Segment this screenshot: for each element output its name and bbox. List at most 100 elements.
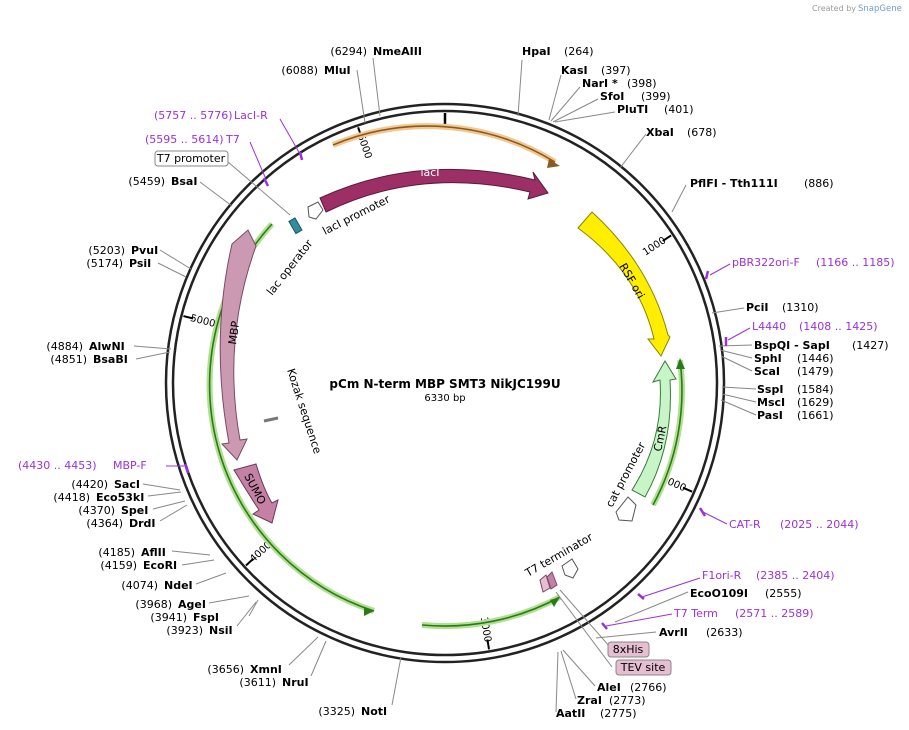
primer-cat-r-name[interactable]: CAT-R: [729, 518, 761, 531]
tev-site-box[interactable]: TEV site: [615, 659, 672, 676]
t7-leader: [249, 141, 266, 178]
t7-term-mark: [601, 622, 608, 630]
site-sfoi-name[interactable]: SfoI: [600, 90, 624, 103]
laci-feature[interactable]: [319, 168, 549, 213]
primer-t7-term-range: (2571 .. 2589): [735, 607, 814, 620]
site-pvui-name[interactable]: PvuI: [131, 244, 158, 257]
site-pcii-pos: (1310): [782, 301, 819, 314]
primer-mbp-f-range: (4430 .. 4453): [18, 459, 97, 472]
site-pluti-name[interactable]: PluTI: [617, 103, 648, 116]
sumo-feature[interactable]: [233, 463, 279, 524]
tev-site-leader: [555, 591, 613, 668]
mbp-orf-arrowhead: [364, 607, 374, 616]
cmr-feature[interactable]: [631, 360, 677, 498]
site-kasi-pos: (397): [601, 64, 631, 77]
site-bspqi-pos: (1427): [852, 339, 889, 352]
site-bsai-name[interactable]: BsaI: [171, 175, 197, 188]
site-hpai-name[interactable]: HpaI: [522, 45, 551, 58]
cat-promoter-arrow: [615, 496, 637, 522]
tick-label-1000: 1000: [641, 235, 668, 258]
cmr-label: CmR: [651, 424, 669, 453]
site-zrai-name[interactable]: ZraI: [577, 694, 602, 707]
f1ori-r-mark: [637, 593, 645, 600]
primer-t7-term-name[interactable]: T7 Term: [673, 607, 718, 620]
site-pflfi-name[interactable]: PflFI - Tth111I: [690, 177, 778, 190]
cmr-orf-line: [652, 359, 683, 506]
site-nrui-name[interactable]: NruI: [282, 676, 309, 689]
site-aflii-name[interactable]: AflII: [141, 546, 166, 559]
laci-orf-arrowhead: [547, 159, 560, 168]
site-labels: HpaI (264) KasI (397) NarI * (398) SfoI …: [46, 45, 888, 720]
site-pflfi-pos: (886): [804, 177, 834, 190]
site-aatii-name[interactable]: AatII: [556, 707, 585, 720]
primer-laci-r-range: (5757 .. 5776): [154, 109, 233, 122]
rsf-ori-feature[interactable]: [577, 211, 671, 357]
site-xmni-pos: (3656): [207, 663, 244, 676]
site-ecori-name[interactable]: EcoRI: [143, 559, 177, 572]
8xhis-leader: [559, 589, 611, 648]
site-eco0109i-name[interactable]: EcoO109I: [690, 587, 748, 600]
snapgene-logo: SnapGene: [858, 4, 902, 14]
site-alwni-pos: (4884): [46, 340, 83, 353]
site-pasi-name[interactable]: PasI: [757, 409, 783, 422]
site-noti-pos: (3325): [318, 705, 355, 718]
site-eco53ki-pos: (4418): [53, 491, 90, 504]
primer-laci-r-name[interactable]: LacI-R: [234, 109, 268, 122]
site-drdi-pos: (4364): [86, 517, 123, 530]
site-scai-name[interactable]: ScaI: [754, 365, 780, 378]
site-ndei-name[interactable]: NdeI: [164, 579, 193, 592]
site-bspqi-name[interactable]: BspQI - SapI: [754, 339, 830, 352]
site-noti-name[interactable]: NotI: [361, 705, 387, 718]
site-avrii-name[interactable]: AvrII: [659, 626, 688, 639]
backbone-inner-ring: [171, 109, 719, 657]
primer-l4440-range: (1408 .. 1425): [799, 320, 878, 333]
primer-markers: [166, 118, 751, 630]
tev-site-text: TEV site: [620, 661, 666, 674]
site-kasi-name[interactable]: KasI: [561, 64, 588, 77]
site-sspi-name[interactable]: SspI: [757, 383, 783, 396]
site-fspi-name[interactable]: FspI: [193, 611, 219, 624]
site-alei-name[interactable]: AleI: [597, 681, 621, 694]
primer-t7-name[interactable]: T7: [225, 133, 240, 146]
site-nmeaiii-name[interactable]: NmeAIII: [373, 45, 422, 58]
t7-terminator-label: T7 terminator: [522, 530, 595, 580]
site-xbai-name[interactable]: XbaI: [646, 126, 674, 139]
site-nari-name[interactable]: NarI *: [582, 77, 618, 90]
laci-orf-line: [332, 125, 556, 163]
lac-operator-mark[interactable]: [288, 217, 303, 235]
primer-mbp-f-name[interactable]: MBP-F: [113, 459, 147, 472]
site-eco53ki-name[interactable]: Eco53kI: [96, 491, 144, 504]
orf2-arrowhead: [550, 597, 560, 607]
site-bsabi-name[interactable]: BsaBI: [93, 353, 128, 366]
pbr322ori-f-leader: [709, 263, 731, 276]
t7-term-leader: [605, 613, 673, 627]
site-psii-name[interactable]: PsiI: [129, 257, 151, 270]
site-nrui-pos: (3611): [239, 676, 276, 689]
primer-l4440-name[interactable]: L4440: [752, 320, 786, 333]
8xhis-box[interactable]: 8xHis: [607, 641, 650, 658]
site-nsii-pos: (3923): [166, 624, 203, 637]
laci-promoter-arrow: [307, 201, 324, 220]
site-xbai-pos: (678): [687, 126, 717, 139]
site-agei-name[interactable]: AgeI: [178, 598, 206, 611]
tick-mark-3000: [486, 639, 491, 650]
site-fspi-pos: (3941): [150, 611, 187, 624]
site-nsii-name[interactable]: NsiI: [209, 624, 233, 637]
primer-pbr322ori-f-name[interactable]: pBR322ori-F: [732, 256, 800, 269]
site-pcii-name[interactable]: PciI: [746, 301, 768, 314]
site-xmni-name[interactable]: XmnI: [250, 663, 282, 676]
l4440-leader: [727, 327, 751, 341]
primer-f1ori-r-name[interactable]: F1ori-R: [702, 569, 742, 582]
t7-promoter-box[interactable]: T7 promoter: [154, 150, 229, 167]
site-saci-name[interactable]: SacI: [114, 478, 140, 491]
site-aatii-pos: (2775): [600, 707, 637, 720]
site-spei-name[interactable]: SpeI: [121, 504, 148, 517]
site-alwni-name[interactable]: AlwNI: [89, 340, 125, 353]
site-drdi-name[interactable]: DrdI: [129, 517, 156, 530]
lac-operator-label: lac operator: [264, 237, 316, 298]
mbp-f-mark: [183, 463, 190, 474]
mbp-feature[interactable]: [219, 229, 257, 461]
site-msci-name[interactable]: MscI: [757, 396, 785, 409]
site-sphi-name[interactable]: SphI: [754, 352, 782, 365]
site-mlui-name[interactable]: MluI: [324, 64, 351, 77]
